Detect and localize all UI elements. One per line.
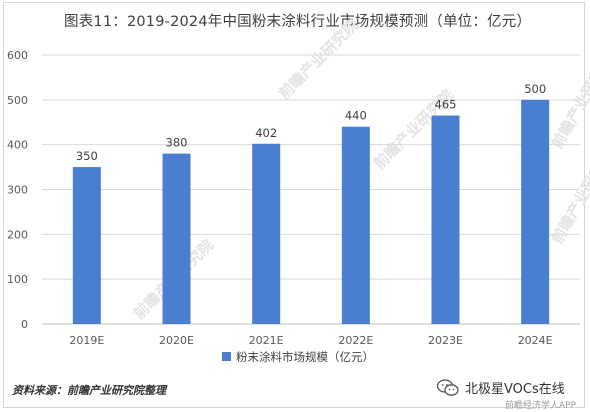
watermark-text: 前瞻产业研究院 bbox=[275, 16, 362, 103]
data-label: 465 bbox=[435, 98, 457, 112]
x-tick-label: 2021E bbox=[249, 334, 284, 347]
y-tick-label: 500 bbox=[7, 94, 28, 107]
account-name: 北极星VOCs在线 bbox=[465, 382, 565, 397]
wechat-account: 北极星VOCs在线 bbox=[436, 378, 565, 397]
data-label: 402 bbox=[255, 126, 277, 140]
data-label: 500 bbox=[524, 82, 546, 96]
y-tick-label: 200 bbox=[7, 228, 28, 241]
bar bbox=[341, 126, 370, 324]
data-label: 440 bbox=[345, 109, 367, 123]
watermark-text: 前瞻产业研究院 bbox=[548, 52, 590, 152]
bar bbox=[521, 99, 550, 324]
bar bbox=[72, 167, 101, 324]
data-label: 350 bbox=[76, 149, 98, 163]
x-tick-label: 2024E bbox=[518, 334, 553, 347]
source-note: 资料来源：前瞻产业研究院整理 bbox=[12, 384, 166, 397]
chart-title: 图表11：2019-2024年中国粉末涂料行业市场规模预测（单位：亿元） bbox=[64, 14, 532, 30]
watermark-text: 前瞻产业研究院 bbox=[548, 147, 590, 247]
legend-swatch bbox=[222, 352, 231, 361]
x-tick-label: 2022E bbox=[338, 334, 373, 347]
y-tick-label: 600 bbox=[7, 49, 28, 62]
x-axis-ticks: 2019E 2020E 2021E 2022E 2023E 2024E bbox=[69, 334, 552, 347]
y-axis-ticks: 0 100 200 300 400 500 600 bbox=[7, 49, 28, 331]
y-tick-label: 400 bbox=[7, 139, 28, 152]
bar bbox=[431, 115, 460, 325]
wechat-icon bbox=[436, 378, 459, 397]
bar bbox=[252, 143, 281, 324]
x-tick-label: 2023E bbox=[428, 334, 463, 347]
legend: 粉末涂料市场规模（亿元） bbox=[222, 350, 374, 364]
app-watermark: 前瞻经济学人APP bbox=[505, 401, 577, 411]
y-tick-label: 100 bbox=[7, 273, 28, 286]
x-tick-label: 2019E bbox=[69, 334, 104, 347]
bars bbox=[72, 99, 550, 325]
legend-label: 粉末涂料市场规模（亿元） bbox=[236, 350, 374, 364]
y-tick-label: 300 bbox=[7, 184, 28, 197]
data-labels: 350 380 402 440 465 500 bbox=[76, 82, 546, 163]
grid-lines bbox=[42, 54, 580, 325]
data-label: 380 bbox=[166, 136, 188, 150]
x-tick-label: 2020E bbox=[159, 334, 194, 347]
bar bbox=[162, 153, 191, 324]
chart-frame bbox=[3, 2, 585, 408]
y-tick-label: 0 bbox=[21, 318, 28, 331]
